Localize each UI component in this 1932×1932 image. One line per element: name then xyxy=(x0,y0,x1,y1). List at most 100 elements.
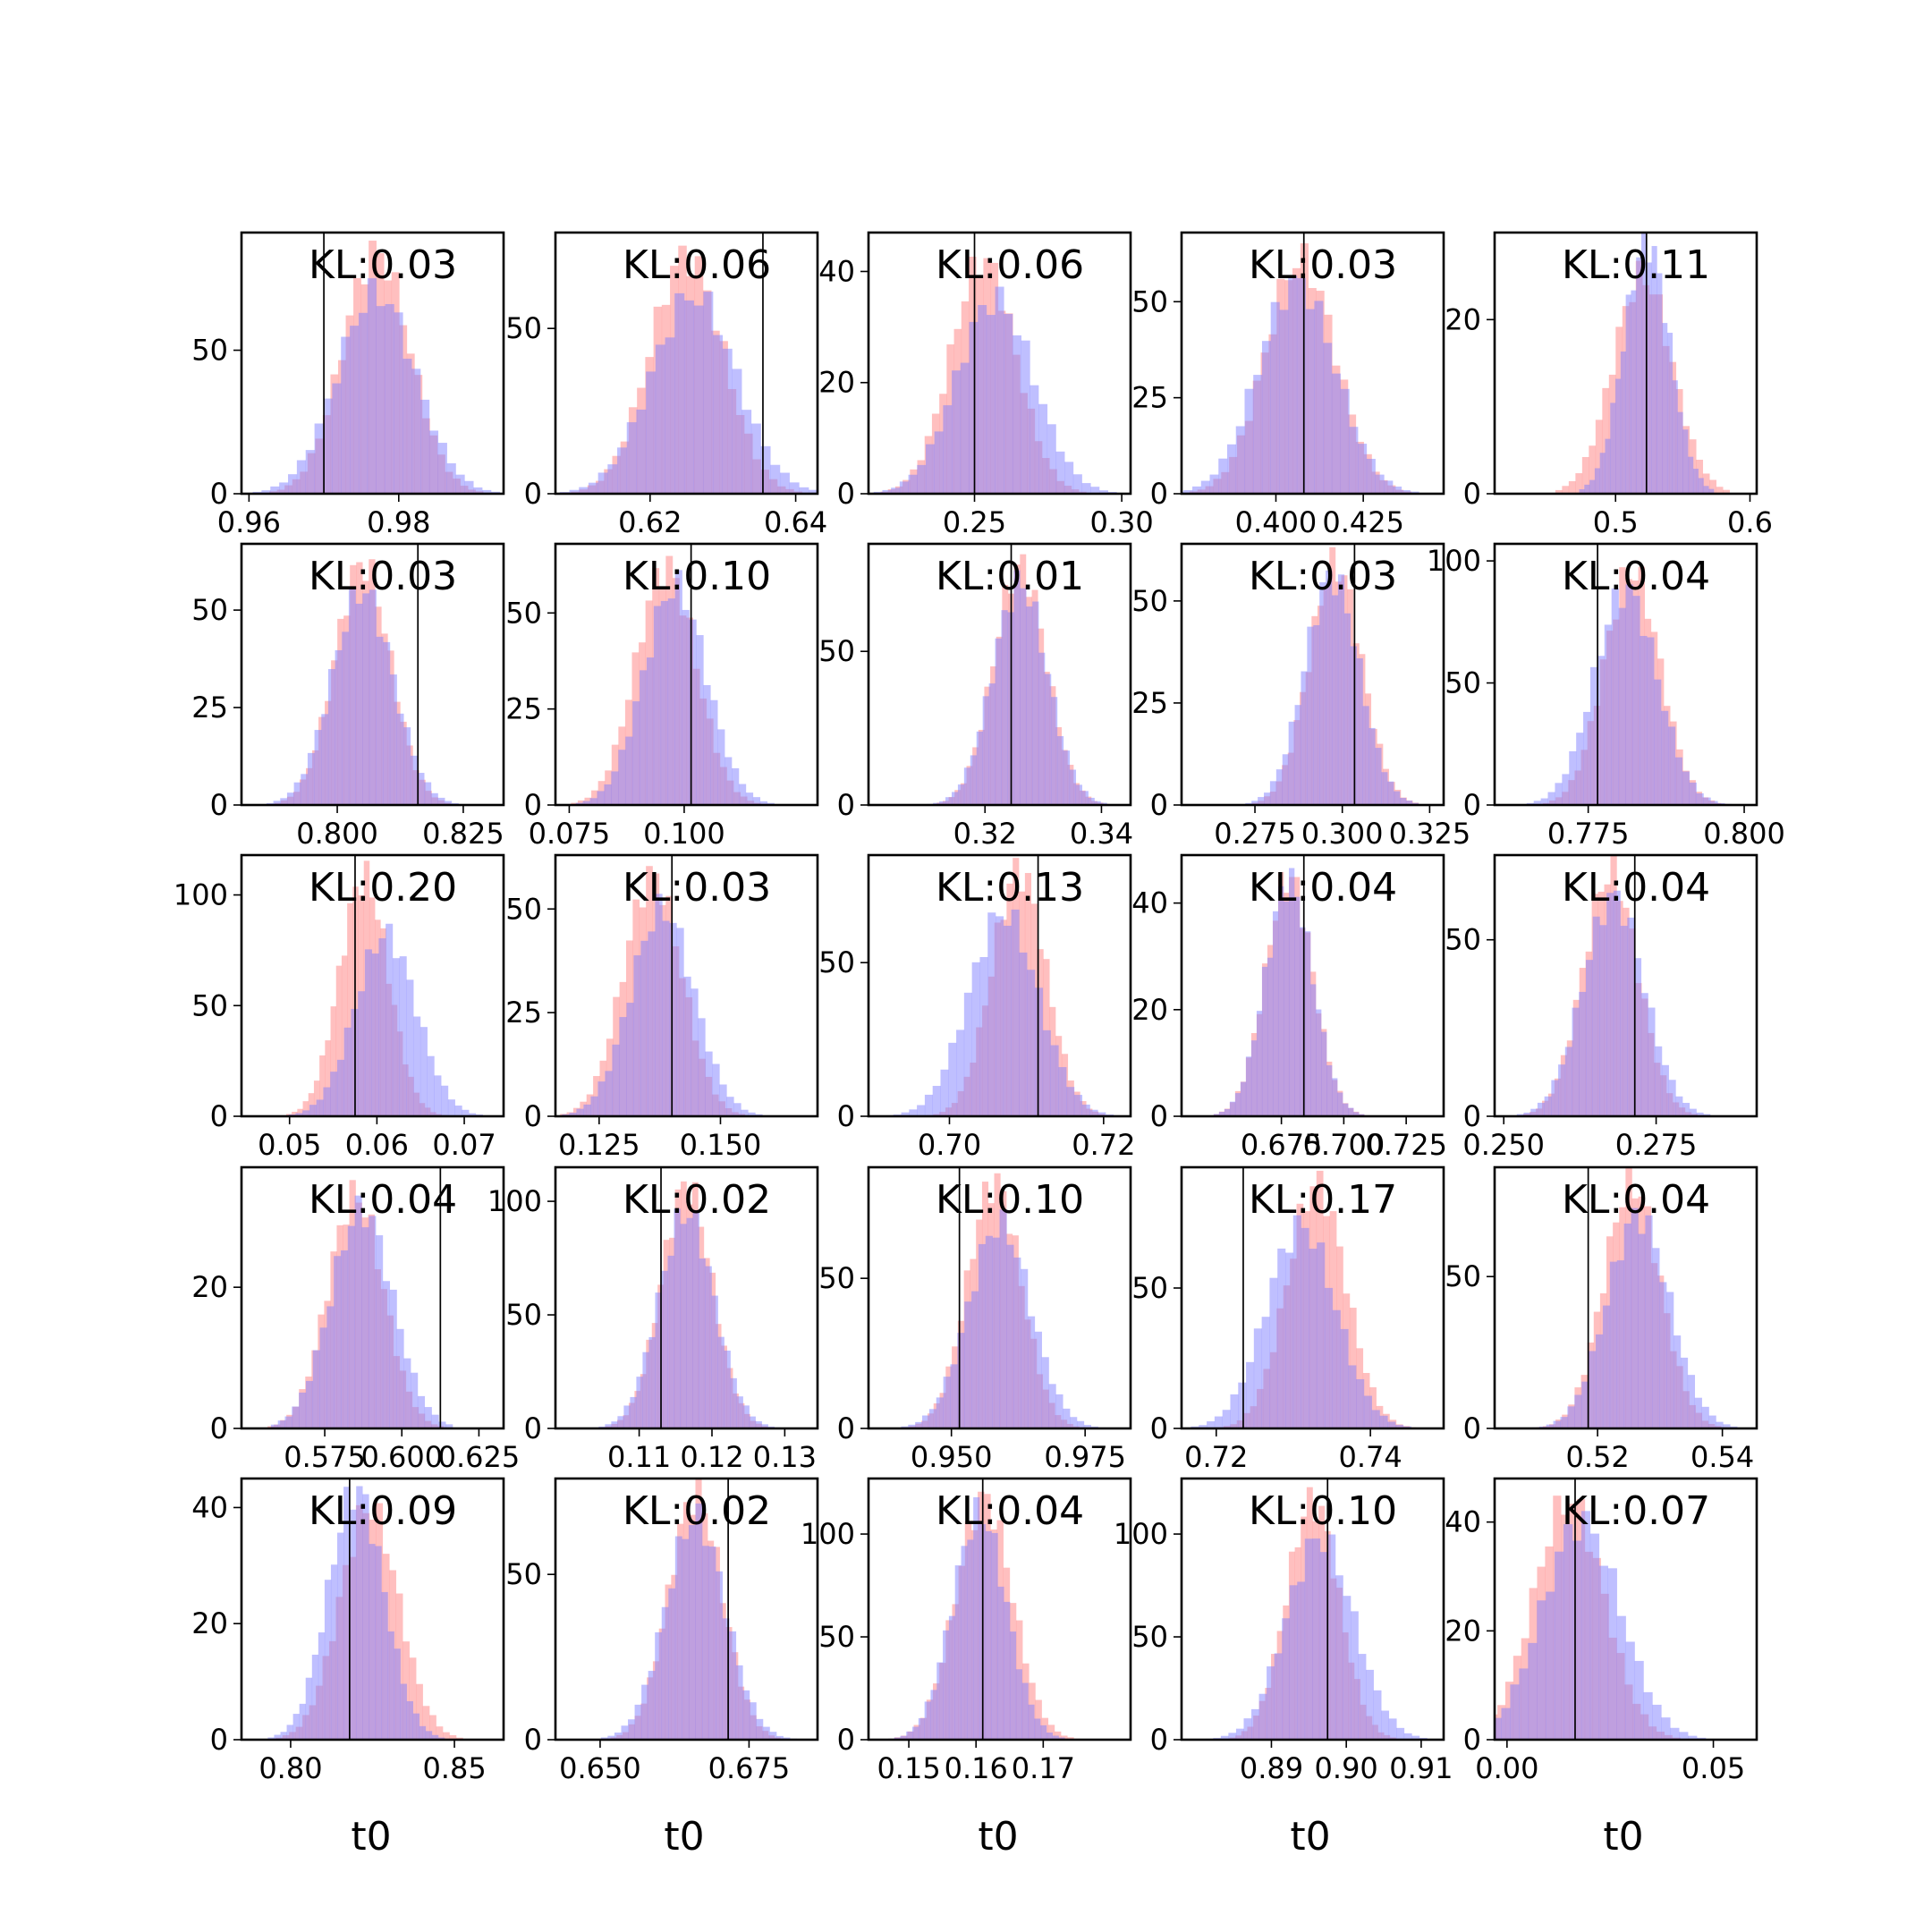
blue-histogram-bar xyxy=(1604,624,1612,805)
x-tick-label: 0.600 xyxy=(360,1440,443,1474)
blue-histogram-bar xyxy=(1235,426,1245,494)
blue-histogram-bar xyxy=(430,792,438,805)
y-tick-label: 100 xyxy=(1114,1517,1168,1551)
blue-histogram-bar xyxy=(992,1237,1000,1428)
x-tick-label: 0.30 xyxy=(1089,505,1153,539)
blue-histogram-bar xyxy=(1317,1242,1326,1428)
axes-frame xyxy=(1180,1477,1445,1741)
blue-histogram-bar xyxy=(628,1719,635,1740)
blue-histogram-bar xyxy=(326,1306,335,1428)
blue-histogram-bar xyxy=(716,1571,723,1740)
blue-histogram-bar xyxy=(277,1420,285,1428)
blue-histogram-bar xyxy=(710,699,718,805)
blue-histogram-bar xyxy=(1251,1708,1259,1740)
axes-frame xyxy=(1493,1165,1758,1430)
blue-histogram-bar xyxy=(964,1301,972,1428)
blue-histogram-bar xyxy=(696,635,704,805)
y-tick-label: 0 xyxy=(1463,477,1481,511)
kl-annotation: KL:0.06 xyxy=(623,242,771,288)
blue-histogram-bar xyxy=(1580,1511,1591,1740)
blue-histogram-bar xyxy=(1403,1733,1412,1740)
kl-annotation: KL:0.07 xyxy=(1562,1488,1710,1534)
red-histogram-bar xyxy=(593,1076,600,1116)
blue-histogram-bar xyxy=(394,312,403,494)
y-tick-label: 50 xyxy=(818,945,855,979)
red-histogram-bar xyxy=(436,1726,444,1740)
blue-histogram-bar xyxy=(713,335,724,494)
blue-histogram-bar xyxy=(1349,427,1359,494)
blue-histogram-bar xyxy=(387,1631,394,1740)
y-tick-label: 0 xyxy=(1150,1411,1168,1445)
blue-histogram-bar xyxy=(1375,474,1385,494)
blue-histogram-bar xyxy=(1547,792,1555,805)
blue-histogram-bar xyxy=(1246,1361,1255,1428)
blue-histogram-bar xyxy=(1523,1112,1531,1116)
blue-histogram-bar xyxy=(1292,1215,1301,1428)
red-histogram-bar xyxy=(1555,489,1563,494)
bars xyxy=(901,1173,1106,1428)
blue-histogram-bar xyxy=(1501,1707,1511,1740)
blue-histogram-bar xyxy=(569,489,580,494)
blue-histogram-bar xyxy=(749,1702,757,1740)
blue-histogram-bar xyxy=(667,598,675,805)
x-tick-label: 0.70 xyxy=(918,1128,981,1162)
kl-annotation: KL:0.06 xyxy=(936,242,1084,288)
blue-histogram-bar xyxy=(307,752,315,805)
y-tick-label: 0 xyxy=(837,1723,855,1757)
blue-histogram-bar xyxy=(1004,313,1013,494)
blue-histogram-bar xyxy=(1584,484,1590,494)
x-tick-label: 0.700 xyxy=(1303,1128,1385,1162)
blue-histogram-bar xyxy=(617,447,628,494)
axes-frame xyxy=(1493,1477,1758,1741)
blue-histogram-bar xyxy=(985,1530,992,1740)
histogram-panel: 0 50 0.52 0.54 KL:0.04 xyxy=(1445,1165,1758,1474)
axes-frame xyxy=(1493,542,1758,807)
blue-histogram-bar xyxy=(1283,901,1290,1116)
blue-histogram-bar xyxy=(1581,1381,1589,1428)
y-tick-label: 50 xyxy=(505,311,542,345)
blue-histogram-bar xyxy=(358,312,369,494)
histogram-panel: 0 50 0.950 0.975 KL:0.10 xyxy=(818,1165,1132,1474)
blue-histogram-bar xyxy=(667,1255,674,1428)
blue-histogram-bar xyxy=(1572,1540,1582,1740)
blue-histogram-bar xyxy=(299,1392,307,1428)
kl-annotation: KL:0.04 xyxy=(1562,865,1710,911)
blue-histogram-bar xyxy=(978,1243,987,1428)
bars xyxy=(559,245,818,494)
blue-histogram-bar xyxy=(286,792,294,805)
blue-histogram-bar xyxy=(419,1725,427,1740)
blue-histogram-bar xyxy=(1269,781,1277,805)
blue-histogram-bar xyxy=(633,955,641,1116)
y-tick-label: 0 xyxy=(524,477,542,511)
blue-histogram-bar xyxy=(1393,486,1402,494)
kl-annotation: KL:0.17 xyxy=(1249,1177,1397,1223)
blue-histogram-bar xyxy=(411,1372,419,1428)
red-histogram-bar xyxy=(347,902,353,1116)
y-tick-label: 50 xyxy=(505,892,542,926)
blue-histogram-bar xyxy=(1056,736,1064,805)
blue-histogram-bar xyxy=(745,792,754,805)
blue-histogram-bar xyxy=(1381,1710,1390,1740)
blue-histogram-bar xyxy=(738,784,747,805)
x-axis-label-col-5: t0 xyxy=(1603,1814,1643,1860)
blue-histogram-bar xyxy=(305,1380,314,1428)
y-tick-label: 40 xyxy=(1445,1505,1481,1539)
axes-frame xyxy=(240,853,505,1118)
x-tick-label: 0.16 xyxy=(945,1751,1008,1785)
blue-histogram-bar xyxy=(1312,1538,1321,1740)
blue-histogram-bar xyxy=(683,300,694,494)
x-tick-label: 0.675 xyxy=(1241,1128,1323,1162)
blue-histogram-bar xyxy=(1625,294,1631,494)
blue-histogram-bar xyxy=(676,928,684,1116)
bars xyxy=(243,241,501,494)
blue-histogram-bar xyxy=(729,1631,737,1740)
axes-frame xyxy=(240,542,505,807)
blue-histogram-bar xyxy=(1615,378,1622,494)
kl-annotation: KL:0.03 xyxy=(1249,242,1397,288)
blue-histogram-bar xyxy=(1585,960,1594,1116)
kl-annotation: KL:0.02 xyxy=(623,1488,771,1534)
bars xyxy=(600,1479,797,1740)
x-tick-label: 0.72 xyxy=(1184,1440,1248,1474)
blue-histogram-bar xyxy=(988,683,996,805)
blue-histogram-bar xyxy=(334,1256,342,1428)
